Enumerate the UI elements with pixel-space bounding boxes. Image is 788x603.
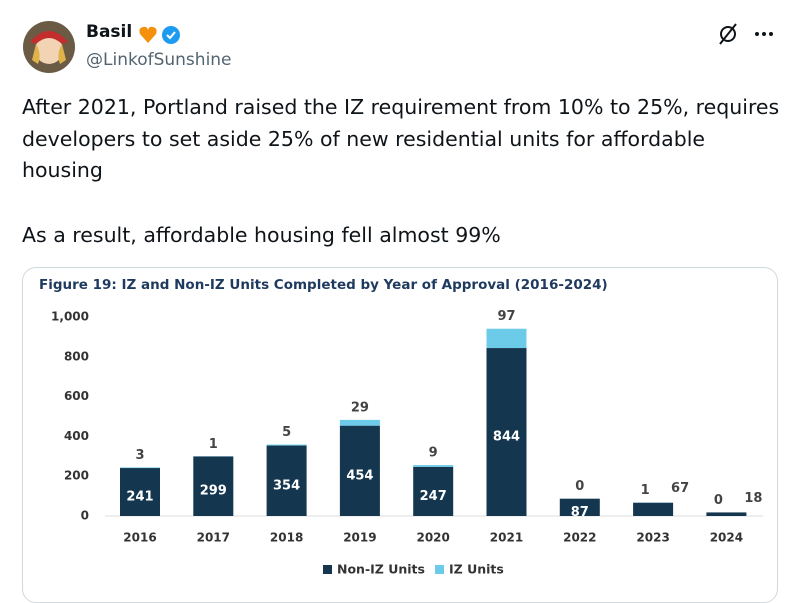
bar-segment <box>413 466 454 516</box>
y-tick-label: 200 <box>64 469 89 483</box>
x-tick-label: 2018 <box>270 531 303 545</box>
bar-label: 454 <box>346 468 373 483</box>
bar-segment <box>559 498 600 516</box>
x-tick-label: 2019 <box>343 531 376 545</box>
name-badges <box>139 26 180 44</box>
x-tick-label: 2016 <box>123 531 156 545</box>
tweet-text: After 2021, Portland raised the IZ requi… <box>22 95 780 182</box>
bar-label: 0 <box>575 479 584 494</box>
bar-segment <box>266 445 307 516</box>
bar-segment <box>120 468 160 516</box>
avatar[interactable] <box>22 20 76 74</box>
bar-segment <box>120 467 160 469</box>
y-tick-label: 0 <box>81 509 89 523</box>
chart-title: Figure 19: IZ and Non-IZ Units Completed… <box>39 277 608 293</box>
handle[interactable]: @LinkofSunshine <box>86 50 232 70</box>
bar-label: 354 <box>273 478 300 493</box>
bar-label: 1 <box>641 483 650 498</box>
y-tick-label: 600 <box>64 389 89 403</box>
legend-swatch <box>323 565 332 574</box>
y-tick-label: 800 <box>64 349 89 363</box>
bar-label: 3 <box>135 448 144 463</box>
x-tick-label: 2020 <box>416 531 449 545</box>
legend-swatch <box>435 565 444 574</box>
y-tick-label: 400 <box>64 429 89 443</box>
bar-segment <box>633 502 674 516</box>
bar-segment <box>339 419 380 426</box>
bar-label: 9 <box>429 446 438 461</box>
x-tick-label: 2022 <box>563 531 596 545</box>
bar-segment <box>413 465 454 467</box>
bar-label: 241 <box>126 490 153 505</box>
bar-segment <box>193 456 234 516</box>
y-tick-label: 1,000 <box>51 310 89 324</box>
bar-label: 1 <box>209 437 218 452</box>
bar-label: 18 <box>744 491 762 506</box>
bar-segment <box>266 444 307 446</box>
bar-label: 247 <box>420 489 447 504</box>
bar-label: 844 <box>493 430 520 445</box>
x-tick-label: 2017 <box>197 531 230 545</box>
bar-label: 0 <box>714 493 723 508</box>
display-name[interactable]: Basil <box>86 22 133 42</box>
media-card[interactable]: Figure 19: IZ and Non-IZ Units Completed… <box>22 267 778 603</box>
bar-segment <box>486 348 527 516</box>
legend-label: Non-IZ Units <box>337 562 425 577</box>
bar-label: 87 <box>571 505 589 520</box>
bar-label: 299 <box>200 484 227 499</box>
bar-segment <box>706 512 747 516</box>
bar-segment <box>486 328 527 349</box>
bar-label: 67 <box>671 481 689 496</box>
chart: Figure 19: IZ and Non-IZ Units Completed… <box>39 277 763 577</box>
x-tick-label: 2024 <box>710 531 743 545</box>
bar-label: 5 <box>282 425 291 440</box>
bar-segment <box>339 425 380 516</box>
bar-label: 97 <box>497 309 515 324</box>
legend-label: IZ Units <box>449 562 504 577</box>
bar-label: 29 <box>351 400 369 415</box>
x-tick-label: 2021 <box>490 531 523 545</box>
tweet-text: As a result, affordable housing fell alm… <box>22 223 501 247</box>
x-tick-label: 2023 <box>636 531 669 545</box>
tweet-actions[interactable] <box>716 22 776 46</box>
